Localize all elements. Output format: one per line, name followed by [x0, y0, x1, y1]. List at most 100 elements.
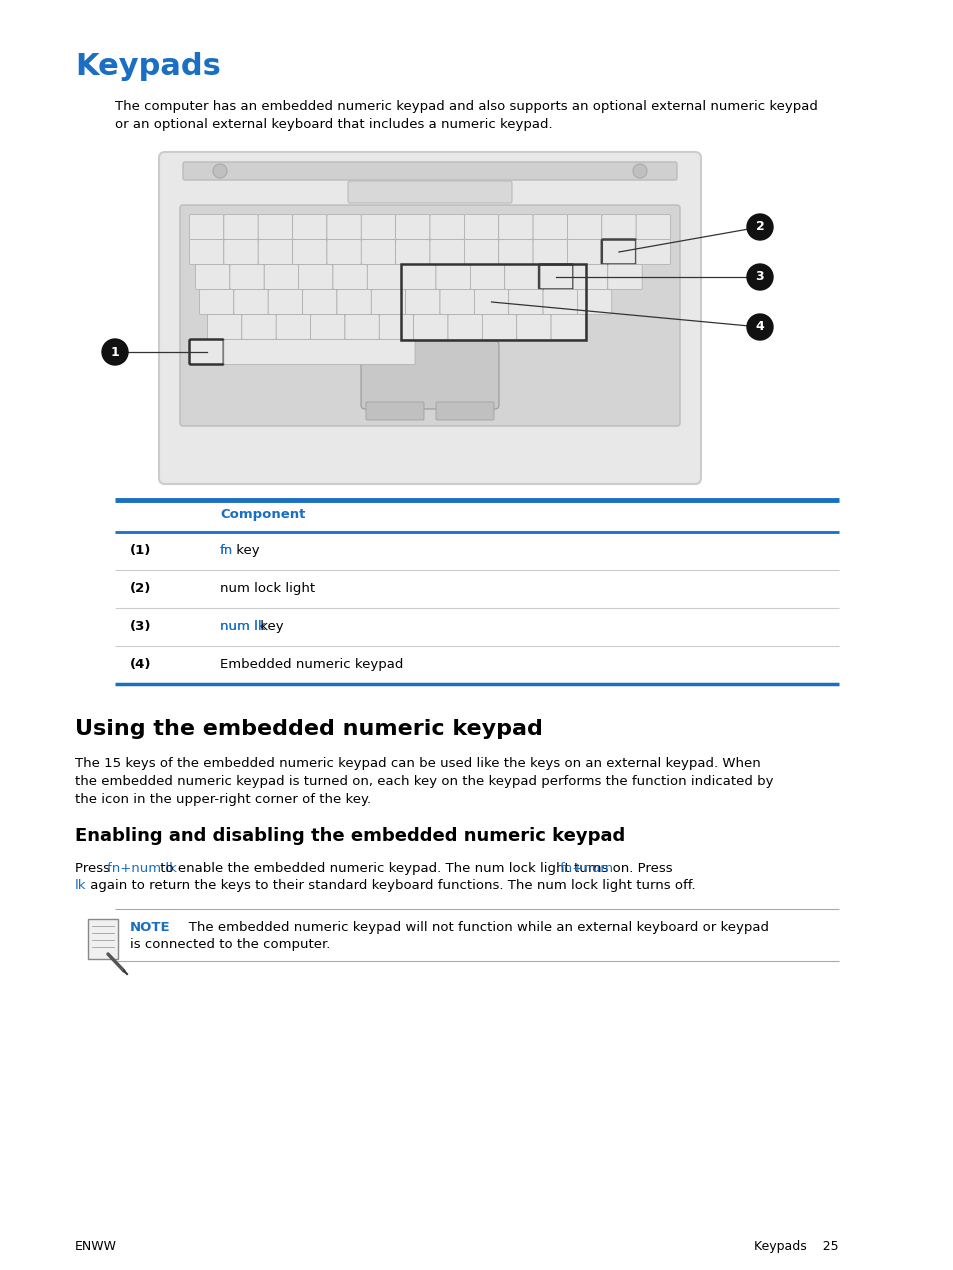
FancyBboxPatch shape — [601, 215, 636, 240]
Text: is connected to the computer.: is connected to the computer. — [130, 939, 330, 951]
FancyBboxPatch shape — [573, 264, 607, 290]
FancyBboxPatch shape — [366, 403, 423, 420]
Text: ENWW: ENWW — [75, 1240, 117, 1253]
Text: The 15 keys of the embedded numeric keypad can be used like the keys on an exter: The 15 keys of the embedded numeric keyp… — [75, 757, 773, 806]
FancyBboxPatch shape — [371, 290, 405, 315]
FancyBboxPatch shape — [224, 215, 258, 240]
FancyBboxPatch shape — [504, 264, 538, 290]
FancyBboxPatch shape — [636, 240, 670, 264]
FancyBboxPatch shape — [551, 315, 585, 339]
FancyBboxPatch shape — [195, 264, 230, 290]
FancyBboxPatch shape — [567, 215, 601, 240]
FancyBboxPatch shape — [448, 315, 482, 339]
Text: fn key: fn key — [220, 544, 260, 558]
FancyBboxPatch shape — [498, 215, 533, 240]
Circle shape — [102, 339, 128, 364]
FancyBboxPatch shape — [233, 290, 268, 315]
FancyBboxPatch shape — [258, 240, 293, 264]
Circle shape — [633, 164, 646, 178]
Text: NOTE: NOTE — [130, 921, 171, 933]
FancyBboxPatch shape — [367, 264, 401, 290]
FancyBboxPatch shape — [401, 264, 436, 290]
FancyBboxPatch shape — [508, 290, 542, 315]
FancyBboxPatch shape — [439, 290, 474, 315]
FancyBboxPatch shape — [395, 215, 430, 240]
FancyBboxPatch shape — [190, 215, 224, 240]
Text: num lock light: num lock light — [220, 582, 314, 596]
Text: Using the embedded numeric keypad: Using the embedded numeric keypad — [75, 719, 542, 739]
Circle shape — [746, 215, 772, 240]
Text: fn+num lk: fn+num lk — [107, 862, 177, 875]
FancyBboxPatch shape — [258, 215, 293, 240]
FancyBboxPatch shape — [533, 240, 567, 264]
FancyBboxPatch shape — [293, 215, 327, 240]
Text: fn: fn — [220, 544, 233, 558]
FancyBboxPatch shape — [361, 215, 395, 240]
FancyBboxPatch shape — [327, 240, 361, 264]
Text: to enable the embedded numeric keypad. The num lock light turns on. Press: to enable the embedded numeric keypad. T… — [155, 862, 676, 875]
Text: Keypads: Keypads — [75, 52, 221, 81]
Text: num lk: num lk — [220, 620, 265, 632]
Text: fn: fn — [220, 544, 233, 558]
FancyBboxPatch shape — [293, 240, 327, 264]
FancyBboxPatch shape — [199, 290, 233, 315]
FancyBboxPatch shape — [348, 182, 512, 203]
FancyBboxPatch shape — [464, 240, 498, 264]
FancyBboxPatch shape — [430, 215, 464, 240]
Text: Component: Component — [220, 508, 305, 521]
FancyBboxPatch shape — [607, 264, 641, 290]
FancyBboxPatch shape — [482, 315, 517, 339]
Text: fn+num: fn+num — [558, 862, 613, 875]
FancyBboxPatch shape — [360, 342, 498, 409]
FancyBboxPatch shape — [345, 315, 379, 339]
FancyBboxPatch shape — [414, 315, 448, 339]
FancyBboxPatch shape — [361, 240, 395, 264]
Text: (1): (1) — [130, 544, 152, 558]
FancyBboxPatch shape — [336, 290, 371, 315]
Text: 2: 2 — [755, 221, 763, 234]
Text: num lk: num lk — [220, 620, 265, 632]
FancyBboxPatch shape — [636, 215, 670, 240]
FancyBboxPatch shape — [567, 240, 601, 264]
FancyBboxPatch shape — [498, 240, 533, 264]
Circle shape — [746, 264, 772, 290]
FancyBboxPatch shape — [311, 315, 345, 339]
Text: again to return the keys to their standard keyboard functions. The num lock ligh: again to return the keys to their standa… — [86, 879, 695, 892]
FancyBboxPatch shape — [208, 315, 242, 339]
Circle shape — [746, 314, 772, 340]
FancyBboxPatch shape — [470, 264, 504, 290]
FancyBboxPatch shape — [230, 264, 264, 290]
FancyBboxPatch shape — [542, 290, 577, 315]
Bar — [400, 264, 585, 340]
Circle shape — [213, 164, 227, 178]
FancyBboxPatch shape — [242, 315, 276, 339]
FancyBboxPatch shape — [538, 264, 573, 290]
Text: (2): (2) — [130, 582, 152, 596]
FancyBboxPatch shape — [333, 264, 367, 290]
FancyBboxPatch shape — [224, 339, 415, 364]
Text: (4): (4) — [130, 658, 152, 671]
FancyBboxPatch shape — [190, 339, 224, 364]
FancyBboxPatch shape — [298, 264, 333, 290]
FancyBboxPatch shape — [601, 240, 636, 264]
FancyBboxPatch shape — [430, 240, 464, 264]
FancyBboxPatch shape — [577, 290, 611, 315]
FancyBboxPatch shape — [474, 290, 508, 315]
FancyBboxPatch shape — [395, 240, 430, 264]
FancyBboxPatch shape — [379, 315, 414, 339]
Text: Enabling and disabling the embedded numeric keypad: Enabling and disabling the embedded nume… — [75, 827, 624, 845]
FancyBboxPatch shape — [405, 290, 439, 315]
FancyBboxPatch shape — [436, 403, 494, 420]
FancyBboxPatch shape — [436, 264, 470, 290]
Text: Keypads    25: Keypads 25 — [754, 1240, 838, 1253]
FancyBboxPatch shape — [159, 152, 700, 484]
Text: 4: 4 — [755, 320, 763, 334]
FancyBboxPatch shape — [464, 215, 498, 240]
FancyBboxPatch shape — [224, 240, 258, 264]
FancyBboxPatch shape — [183, 163, 677, 180]
Text: The computer has an embedded numeric keypad and also supports an optional extern: The computer has an embedded numeric key… — [115, 100, 817, 131]
Text: Embedded numeric keypad: Embedded numeric keypad — [220, 658, 403, 671]
FancyBboxPatch shape — [88, 919, 118, 959]
FancyBboxPatch shape — [276, 315, 311, 339]
Text: key: key — [255, 620, 283, 632]
